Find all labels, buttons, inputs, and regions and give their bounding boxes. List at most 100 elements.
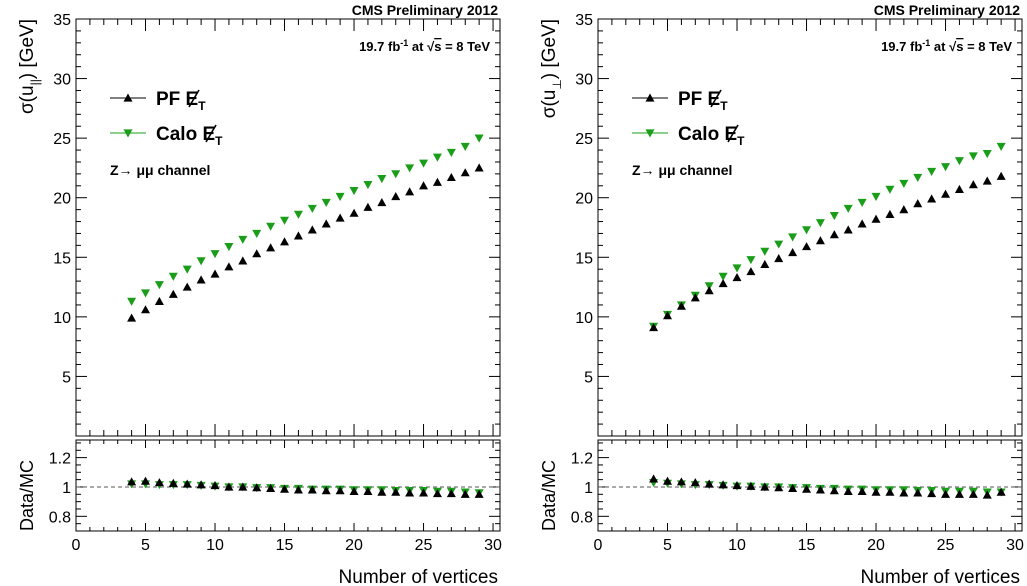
x-tick-label: 0 (72, 537, 81, 554)
pf-data-point (349, 208, 359, 217)
y-tick-label: 10 (53, 310, 71, 327)
pf-ratio-point (954, 489, 964, 498)
pf-ratio-point (266, 483, 276, 493)
pf-data-point (954, 184, 964, 193)
pf-data-point (885, 209, 895, 218)
pf-data-point (788, 248, 798, 257)
legend-calo-marker (123, 129, 133, 138)
pf-ratio-point (927, 489, 937, 498)
channel-label: Z→ μμ channel (632, 162, 732, 178)
pf-data-point (843, 225, 853, 234)
x-tick-label: 15 (276, 537, 294, 554)
calo-data-point (168, 272, 178, 281)
pf-ratio-point (363, 486, 373, 495)
calo-data-point (419, 159, 429, 168)
channel-label: Z→ μμ channel (110, 162, 210, 178)
pf-data-point (474, 163, 484, 172)
pf-ratio-point (127, 477, 137, 486)
calo-data-point (954, 157, 964, 166)
ratio-y-tick-label: 0.8 (49, 509, 71, 526)
legend-calo: Calo ET (632, 124, 745, 148)
pf-data-point (196, 275, 206, 284)
pf-ratio-point (168, 478, 178, 487)
pf-data-point (238, 256, 248, 265)
calo-data-point (266, 222, 276, 231)
x-tick-label: 30 (484, 537, 502, 554)
legend-pf-slash (188, 89, 200, 108)
pf-data-point (307, 225, 317, 234)
legend-pf-marker (123, 93, 133, 102)
pf-ratio-point (196, 480, 206, 489)
calo-data-point (996, 142, 1006, 151)
calo-data-point (196, 257, 206, 266)
x-tick-label: 25 (937, 537, 955, 554)
pf-data-point (280, 237, 290, 246)
pf-data-point (419, 181, 429, 190)
calo-data-point (718, 272, 728, 281)
pf-ratio-point (405, 488, 415, 497)
lumi-label: 19.7 fb-1 at √s = 8 TeV (359, 38, 490, 54)
y-tick-label: 15 (575, 250, 593, 267)
legend-pf-marker (645, 93, 655, 102)
pf-data-point (913, 199, 923, 208)
pf-data-point (405, 187, 415, 196)
calo-data-point (280, 216, 290, 225)
y-tick-label: 20 (53, 191, 71, 208)
legend-pf-label: PF ET (678, 89, 728, 113)
pf-data-point (899, 205, 909, 214)
lumi-label: 19.7 fb-1 at √s = 8 TeV (881, 38, 1012, 54)
pf-data-point (182, 282, 192, 291)
pf-ratio-point (307, 485, 317, 494)
pf-ratio-point (182, 479, 192, 488)
calo-data-point (941, 163, 951, 172)
pf-ratio-point (663, 476, 673, 485)
pf-ratio-point (676, 477, 686, 486)
pf-data-point (446, 172, 456, 182)
x-tick-label: 5 (141, 537, 150, 554)
y-tick-label: 25 (53, 131, 71, 148)
calo-data-point (154, 281, 164, 290)
pf-data-point (321, 219, 331, 228)
y-axis-label: σ(u||) [GeV] (17, 19, 42, 114)
calo-data-point (760, 247, 770, 256)
pf-data-point (293, 231, 303, 240)
calo-data-point (899, 179, 909, 188)
pf-ratio-point (460, 489, 470, 498)
pf-data-point (982, 176, 992, 185)
legend-pf-slash (710, 89, 722, 108)
calo-data-point (432, 153, 442, 162)
legend-calo-label: Calo ET (678, 124, 745, 148)
chart-panel-1: 5 10 15 20 25 30 35 0 5 10 15 20 25 30 0.8 1 1.2 CMS Prel… (17, 2, 502, 586)
ratio-y-tick-label: 1 (584, 480, 593, 497)
pf-ratio-point (871, 487, 881, 496)
calo-data-point (210, 250, 220, 259)
pf-ratio-point (996, 487, 1006, 496)
calo-data-point (982, 150, 992, 159)
pf-data-point (127, 313, 137, 322)
pf-ratio-point (760, 482, 770, 491)
calo-data-point (927, 167, 937, 177)
pf-ratio-point (802, 484, 812, 493)
pf-ratio-point (649, 474, 659, 483)
x-tick-label: 20 (345, 537, 363, 554)
legend-calo-slash (727, 124, 739, 143)
pf-ratio-point (349, 486, 359, 495)
pf-data-point (968, 180, 978, 189)
x-tick-label: 20 (867, 537, 885, 554)
pf-ratio-point (704, 479, 714, 488)
ratio-plot-frame (75, 439, 501, 532)
pf-ratio-point (885, 487, 895, 496)
calo-data-point (238, 235, 248, 244)
calo-data-point (968, 152, 978, 161)
pf-data-point (210, 269, 220, 278)
pf-data-point (432, 177, 442, 186)
y-tick-label: 15 (53, 250, 71, 267)
pf-ratio-point (982, 490, 992, 499)
x-tick-label: 10 (206, 537, 224, 554)
pf-ratio-point (843, 486, 853, 495)
legend-pf-label: PF ET (156, 89, 206, 113)
pf-data-point (335, 213, 345, 222)
pf-ratio-point (280, 484, 290, 493)
pf-ratio-point (293, 485, 303, 494)
pf-data-point (857, 219, 867, 228)
